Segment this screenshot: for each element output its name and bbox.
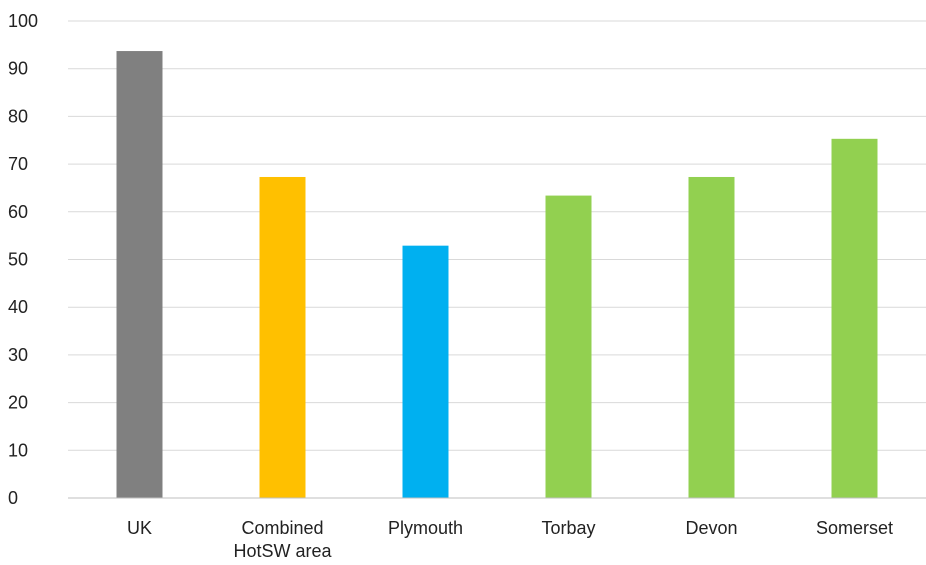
y-tick-label: 30 — [8, 345, 28, 365]
y-tick-label: 70 — [8, 154, 28, 174]
x-category-label: UK — [127, 518, 152, 538]
y-tick-label: 80 — [8, 106, 28, 126]
y-tick-label: 0 — [8, 488, 18, 508]
y-tick-label: 50 — [8, 250, 28, 270]
bar — [545, 195, 592, 498]
x-category-label: Somerset — [816, 518, 893, 538]
y-tick-label: 90 — [8, 59, 28, 79]
x-category-label: Combined HotSW area — [233, 518, 332, 561]
bar — [688, 176, 735, 498]
bar — [116, 51, 163, 499]
y-tick-label: 10 — [8, 440, 28, 460]
y-axis-tick-labels: 0 10 20 30 40 50 60 70 80 90 100 — [8, 11, 38, 508]
x-axis-category-labels: UK Combined HotSW area Plymouth Torbay Devon S… — [127, 518, 893, 561]
gridlines — [68, 20, 926, 451]
x-category-label: Plymouth — [388, 518, 463, 538]
y-tick-label: 100 — [8, 11, 38, 31]
x-category-label-line: Torbay — [541, 518, 595, 538]
x-category-label-line: Somerset — [816, 518, 893, 538]
x-category-label-line: HotSW area — [233, 541, 332, 561]
x-category-label-line: Combined — [241, 518, 323, 538]
x-category-label-line: Devon — [685, 518, 737, 538]
bar — [831, 138, 878, 498]
x-category-label-line: UK — [127, 518, 152, 538]
bar — [402, 245, 449, 498]
y-tick-label: 60 — [8, 202, 28, 222]
bar — [259, 176, 306, 498]
x-category-label-line: Plymouth — [388, 518, 463, 538]
bars — [116, 51, 878, 499]
x-category-label: Devon — [685, 518, 737, 538]
x-category-label: Torbay — [541, 518, 595, 538]
y-tick-label: 20 — [8, 393, 28, 413]
y-tick-label: 40 — [8, 297, 28, 317]
